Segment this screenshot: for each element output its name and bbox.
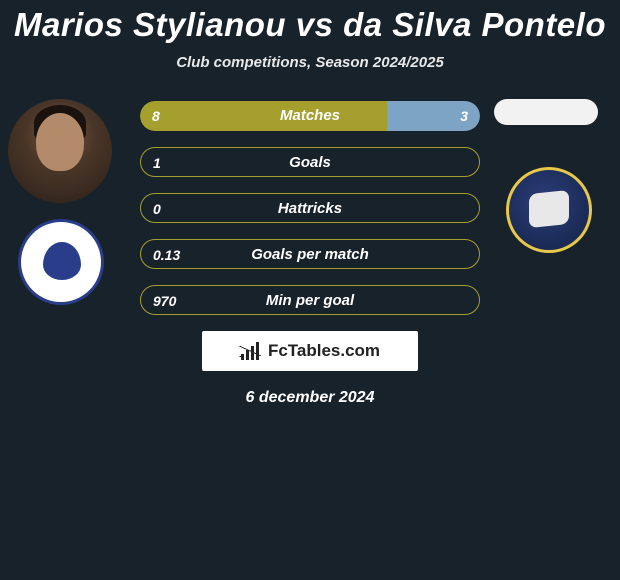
stat-row: 0.13Goals per match — [140, 239, 480, 269]
comparison-panel: 83Matches 1Goals 0Hattricks 0.13Goals per m… — [0, 99, 620, 315]
stat-row: 1Goals — [140, 147, 480, 177]
brand-badge: FcTables.com — [202, 331, 418, 371]
right-club-badge — [506, 167, 592, 253]
stat-label: Hattricks — [141, 194, 479, 222]
page-subtitle: Club competitions, Season 2024/2025 — [0, 54, 620, 71]
stat-label: Goals per match — [141, 240, 479, 268]
stat-row: 0Hattricks — [140, 193, 480, 223]
left-player-photo — [8, 99, 112, 203]
brand-chart-icon — [240, 342, 262, 360]
stat-row: 970Min per goal — [140, 285, 480, 315]
stat-label: Min per goal — [141, 286, 479, 314]
stat-label: Matches — [140, 101, 480, 131]
snapshot-date: 6 december 2024 — [0, 389, 620, 407]
page-title: Marios Stylianou vs da Silva Pontelo — [0, 0, 620, 44]
right-player-photo-placeholder — [494, 99, 598, 125]
stat-label: Goals — [141, 148, 479, 176]
left-player-column — [8, 99, 120, 305]
brand-label: FcTables.com — [268, 341, 380, 361]
right-player-column — [500, 99, 612, 253]
left-club-badge — [18, 219, 104, 305]
stats-bars: 83Matches 1Goals 0Hattricks 0.13Goals per m… — [140, 99, 480, 315]
stat-row: 83Matches — [140, 101, 480, 131]
